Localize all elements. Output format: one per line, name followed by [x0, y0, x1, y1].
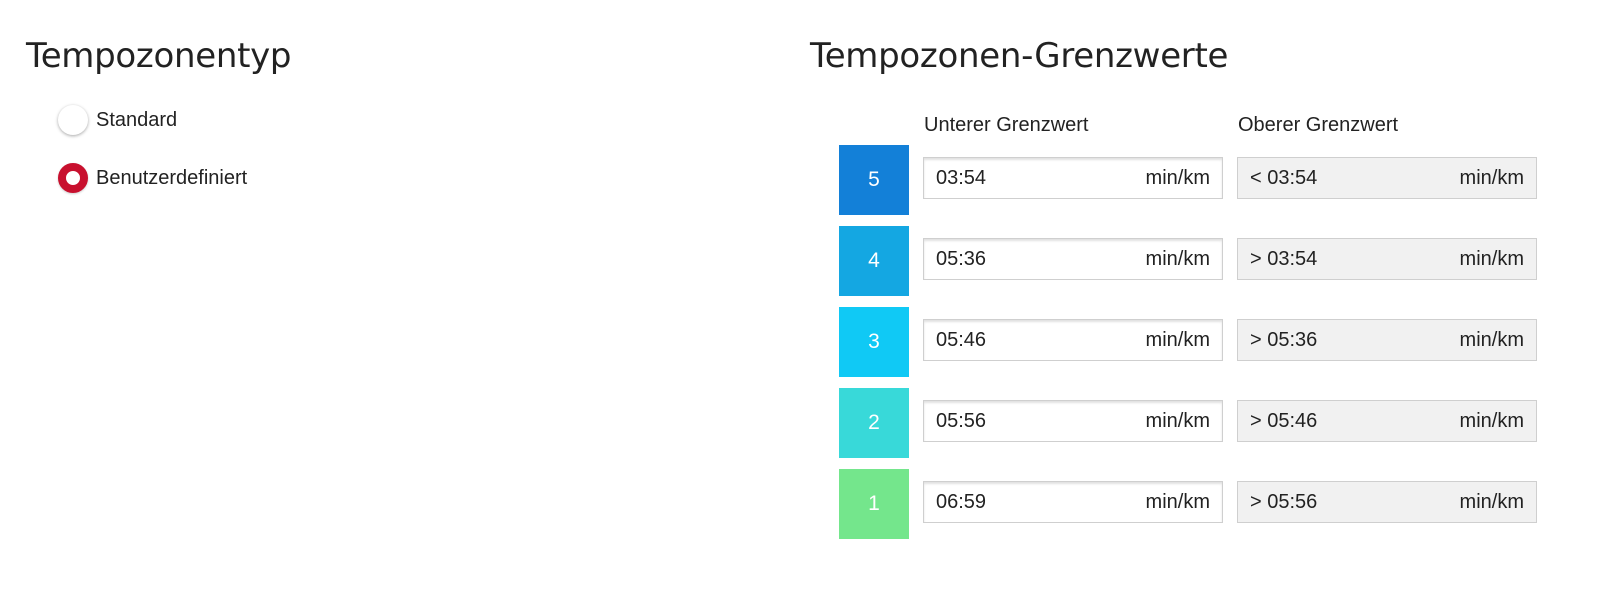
zone-badge-3: 3	[839, 307, 909, 377]
radio-custom-label: Benutzerdefiniert	[96, 166, 248, 189]
zone-5-upper-value: < 03:54	[1250, 166, 1318, 189]
radio-custom[interactable]: Benutzerdefiniert	[58, 163, 247, 193]
zone-2-upper-unit: min/km	[1459, 409, 1524, 432]
zone-1-lower-input[interactable]	[936, 490, 1086, 514]
zone-limits-title: Tempozonen-Grenzwerte	[810, 36, 1229, 76]
zone-4-upper-field: > 03:54 min/km	[1237, 238, 1537, 280]
zone-3-upper-field: > 05:36 min/km	[1237, 319, 1537, 361]
zone-5-upper-field: < 03:54 min/km	[1237, 157, 1537, 199]
zone-1-upper-value: > 05:56	[1250, 490, 1318, 513]
zone-2-upper-value: > 05:46	[1250, 409, 1318, 432]
zone-row-5: 5 min/km < 03:54 min/km	[839, 145, 1539, 215]
zone-badge-5: 5	[839, 145, 909, 215]
zone-4-upper-unit: min/km	[1459, 247, 1524, 270]
radio-standard-label: Standard	[96, 108, 178, 131]
zone-5-lower-unit: min/km	[1145, 166, 1210, 189]
lower-limit-header: Unterer Grenzwert	[924, 114, 1089, 136]
zone-2-lower-input[interactable]	[936, 409, 1086, 433]
zone-5-lower-field[interactable]: min/km	[923, 157, 1223, 199]
zone-badge-1: 1	[839, 469, 909, 539]
radio-standard[interactable]: Standard	[58, 105, 177, 135]
radio-standard-circle[interactable]	[58, 105, 88, 135]
zone-4-lower-unit: min/km	[1145, 247, 1210, 270]
zone-2-lower-unit: min/km	[1145, 409, 1210, 432]
zone-badge-4: 4	[839, 226, 909, 296]
upper-limit-header: Oberer Grenzwert	[1238, 114, 1399, 136]
zone-5-lower-input[interactable]	[936, 166, 1086, 190]
zone-4-lower-input[interactable]	[936, 247, 1086, 271]
zone-3-lower-field[interactable]: min/km	[923, 319, 1223, 361]
zone-badge-2: 2	[839, 388, 909, 458]
zone-5-upper-unit: min/km	[1459, 166, 1524, 189]
zone-row-4: 4 min/km > 03:54 min/km	[839, 226, 1539, 296]
zone-row-3: 3 min/km > 05:36 min/km	[839, 307, 1539, 377]
zone-1-upper-field: > 05:56 min/km	[1237, 481, 1537, 523]
zone-3-upper-value: > 05:36	[1250, 328, 1318, 351]
zone-2-upper-field: > 05:46 min/km	[1237, 400, 1537, 442]
zone-4-upper-value: > 03:54	[1250, 247, 1318, 270]
zone-1-upper-unit: min/km	[1459, 490, 1524, 513]
zone-3-lower-unit: min/km	[1145, 328, 1210, 351]
zone-type-title: Tempozonentyp	[26, 36, 292, 76]
zone-row-1: 1 min/km > 05:56 min/km	[839, 469, 1539, 539]
zone-3-upper-unit: min/km	[1459, 328, 1524, 351]
zone-2-lower-field[interactable]: min/km	[923, 400, 1223, 442]
zone-3-lower-input[interactable]	[936, 328, 1086, 352]
zone-row-2: 2 min/km > 05:46 min/km	[839, 388, 1539, 458]
radio-custom-circle[interactable]	[58, 163, 88, 193]
zone-1-lower-unit: min/km	[1145, 490, 1210, 513]
zone-4-lower-field[interactable]: min/km	[923, 238, 1223, 280]
zone-1-lower-field[interactable]: min/km	[923, 481, 1223, 523]
